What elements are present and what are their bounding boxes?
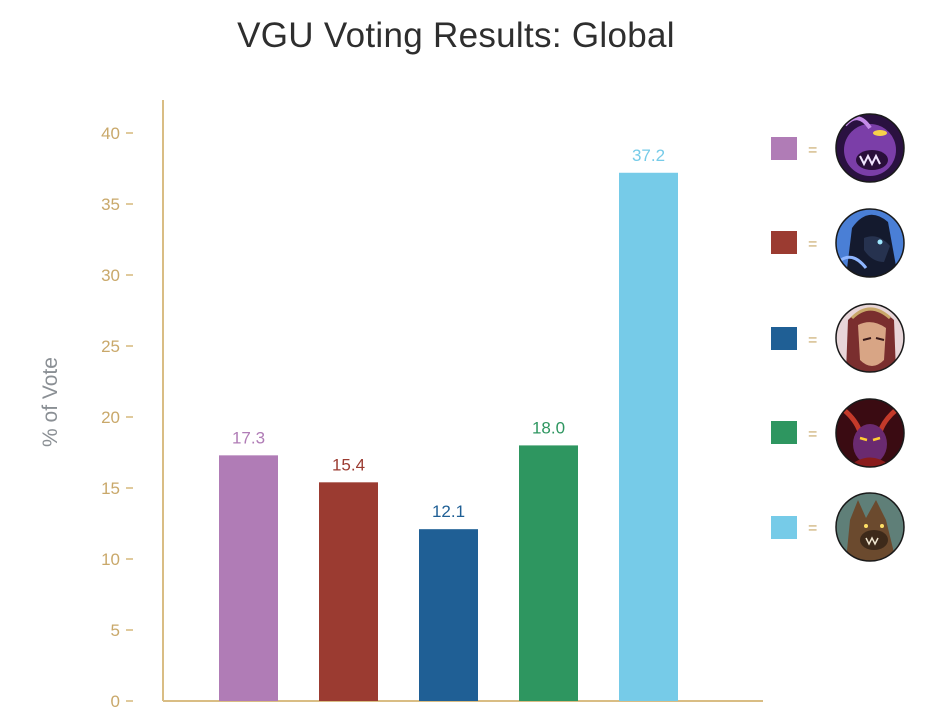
bar-5 <box>619 172 678 701</box>
y-tick-label: 15 <box>101 479 120 498</box>
legend-separator-5: = <box>808 520 817 537</box>
chart-title: VGU Voting Results: Global <box>237 16 675 55</box>
bar-1 <box>219 455 278 701</box>
bar-value-label-5: 37.2 <box>632 146 665 165</box>
champion-portrait-werewolf-icon <box>836 493 904 561</box>
legend-separator-2: = <box>808 236 817 253</box>
legend-swatch-2 <box>771 231 797 254</box>
bars: 17.3 15.4 12.1 18.0 37.2 <box>219 146 678 701</box>
y-axis-label: % of Vote <box>39 357 62 447</box>
bar-value-label-1: 17.3 <box>232 428 265 447</box>
legend-swatch-5 <box>771 516 797 539</box>
legend-swatch-4 <box>771 421 797 444</box>
champion-portrait-armored-warrior-icon <box>836 304 904 372</box>
legend-separator-3: = <box>808 332 817 349</box>
y-tick-label: 25 <box>101 337 120 356</box>
legend-entry-5: = <box>771 492 905 562</box>
y-tick-label: 30 <box>101 266 120 285</box>
legend: = = = <box>771 113 905 562</box>
y-tick-label: 40 <box>101 124 120 143</box>
legend-entry-1: = <box>771 113 905 183</box>
y-tick-label: 5 <box>111 621 120 640</box>
legend-entry-2: = <box>771 208 905 278</box>
legend-entry-4: = <box>771 398 905 468</box>
legend-separator-1: = <box>808 142 817 159</box>
bar-2 <box>319 482 378 701</box>
legend-entry-3: = <box>771 303 905 373</box>
bar-4 <box>519 445 578 701</box>
legend-separator-4: = <box>808 426 817 443</box>
champion-portrait-purple-void-creature-icon <box>836 114 904 182</box>
bar-value-label-3: 12.1 <box>432 502 465 521</box>
bar-value-label-4: 18.0 <box>532 418 565 437</box>
bar-value-label-2: 15.4 <box>332 455 365 474</box>
y-tick-label: 20 <box>101 408 120 427</box>
champion-portrait-dark-hooded-figure-icon <box>836 209 904 277</box>
y-tick-label: 10 <box>101 550 120 569</box>
y-tick-label: 0 <box>111 692 120 711</box>
legend-swatch-1 <box>771 137 797 160</box>
legend-swatch-3 <box>771 327 797 350</box>
bar-3 <box>419 529 478 701</box>
y-tick-label: 35 <box>101 195 120 214</box>
y-axis-ticks: 0 5 10 15 20 25 30 35 40 <box>101 124 133 711</box>
